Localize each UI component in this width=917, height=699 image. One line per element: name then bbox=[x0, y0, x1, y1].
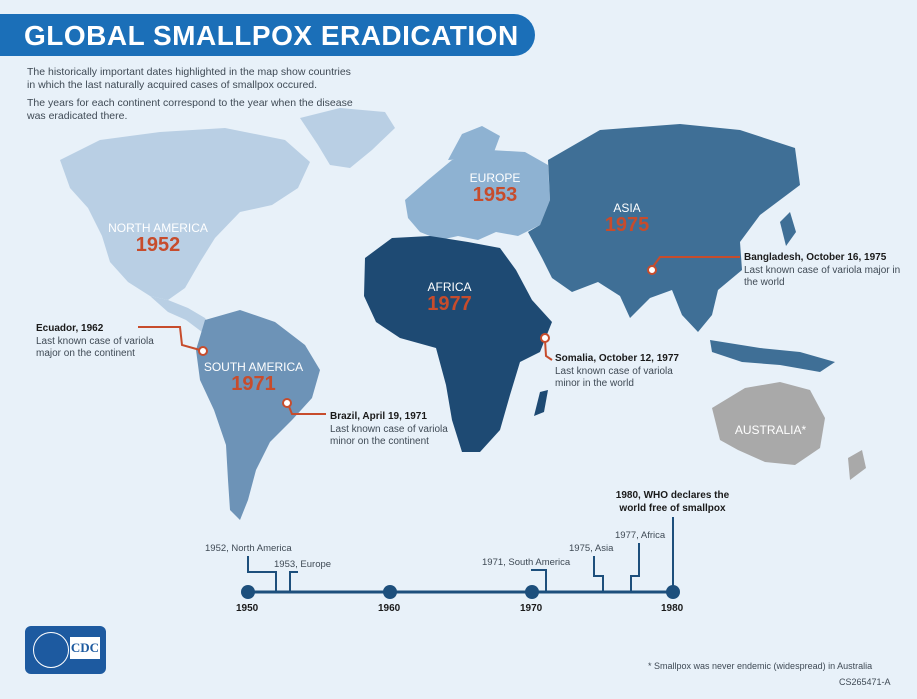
cdc-wordmark: CDC bbox=[70, 637, 100, 659]
timeline-event-label: 1977, Africa bbox=[615, 530, 666, 541]
footnote: * Smallpox was never endemic (widespread… bbox=[648, 661, 873, 671]
region-year: 1953 bbox=[472, 184, 518, 206]
cdc-logo: CDC bbox=[25, 626, 106, 674]
intro-paragraph-1: The historically important dates highlig… bbox=[27, 66, 351, 91]
callout-text: Last known case of variola minor on the … bbox=[330, 423, 448, 448]
region-name: NORTH AMERICA bbox=[108, 221, 208, 235]
timeline-tick-1953 bbox=[289, 571, 298, 592]
ecuador-marker bbox=[198, 346, 208, 356]
region-name: EUROPE bbox=[469, 171, 521, 185]
somalia-callout-line bbox=[544, 339, 553, 361]
ecuador-callout-line bbox=[138, 326, 201, 351]
timeline-tick-1977 bbox=[630, 543, 640, 592]
region-label-north-america: NORTH AMERICA 1952 bbox=[98, 222, 218, 256]
bangladesh-marker bbox=[647, 265, 657, 275]
madagascar-shape bbox=[534, 390, 548, 416]
region-label-europe: EUROPE 1953 bbox=[455, 172, 535, 206]
europe-shape bbox=[405, 150, 550, 240]
brazil-marker bbox=[282, 398, 292, 408]
greenland-shape bbox=[300, 108, 395, 168]
callout-text: Last known case of variola minor in the … bbox=[555, 365, 673, 390]
timeline-dot-1950 bbox=[241, 585, 255, 599]
region-label-asia: ASIA 1975 bbox=[592, 202, 662, 236]
north-america-shape bbox=[60, 128, 310, 300]
timeline-tick-1971 bbox=[531, 569, 547, 592]
timeline-event-label: 1975, Asia bbox=[569, 543, 614, 554]
australia-shape bbox=[712, 382, 825, 465]
region-name: SOUTH AMERICA bbox=[203, 360, 304, 374]
timeline-dot-1970 bbox=[525, 585, 539, 599]
timeline-year-label: 1960 bbox=[378, 603, 401, 614]
region-name: AUSTRALIA* bbox=[734, 423, 807, 437]
timeline-who-label: 1980, WHO declares the world free of sma… bbox=[615, 490, 730, 514]
bangladesh-callout-line bbox=[651, 256, 740, 269]
indonesia-shape bbox=[710, 340, 835, 372]
region-year: 1977 bbox=[427, 293, 472, 315]
africa-shape bbox=[364, 236, 552, 452]
callout-text: Last known case of variola major in the … bbox=[744, 264, 901, 289]
callout-title: Brazil, April 19, 1971 bbox=[330, 411, 427, 422]
timeline-tick-1975 bbox=[593, 556, 604, 592]
callout-title: Ecuador, 1962 bbox=[36, 323, 104, 334]
asia-shape bbox=[528, 124, 800, 332]
scandinavia-shape bbox=[448, 126, 500, 160]
callout-somalia: Somalia, October 12, 1977 Last known cas… bbox=[555, 353, 695, 391]
callout-title: Somalia, October 12, 1977 bbox=[555, 353, 679, 364]
somalia-marker bbox=[540, 333, 550, 343]
callout-bangladesh: Bangladesh, October 16, 1975 Last known … bbox=[744, 252, 902, 290]
region-label-australia: AUSTRALIA* bbox=[728, 424, 813, 437]
intro-paragraph-2: The years for each continent correspond … bbox=[27, 97, 353, 122]
callout-ecuador: Ecuador, 1962 Last known case of variola… bbox=[36, 323, 181, 361]
timeline-event-label: 1953, Europe bbox=[274, 559, 332, 570]
timeline-tick-1952 bbox=[247, 556, 277, 592]
new-zealand-shape bbox=[848, 450, 866, 480]
region-year: 1975 bbox=[604, 214, 650, 236]
timeline-year-label: 1970 bbox=[520, 603, 543, 614]
region-name: ASIA bbox=[613, 201, 641, 215]
central-america-shape bbox=[150, 296, 212, 332]
south-america-shape bbox=[196, 310, 320, 520]
timeline-event-label: 1952, North America bbox=[205, 543, 292, 554]
region-year: 1952 bbox=[135, 234, 181, 256]
region-name: AFRICA bbox=[427, 280, 472, 294]
region-label-africa: AFRICA 1977 bbox=[412, 281, 487, 315]
timeline-event-label: 1971, South America bbox=[482, 557, 571, 568]
page-title: GLOBAL SMALLPOX ERADICATION bbox=[24, 20, 519, 51]
japan-shape bbox=[780, 212, 796, 246]
callout-text: Last known case of variola major on the … bbox=[36, 335, 154, 360]
document-code: CS265471-A bbox=[839, 677, 891, 687]
title-bar bbox=[0, 14, 535, 56]
timeline-dot-1960 bbox=[383, 585, 397, 599]
timeline-year-label: 1950 bbox=[236, 603, 259, 614]
hhs-seal-icon bbox=[33, 632, 69, 668]
timeline-year-label: 1980 bbox=[661, 603, 684, 614]
callout-brazil: Brazil, April 19, 1971 Last known case o… bbox=[330, 411, 455, 449]
region-year: 1971 bbox=[231, 373, 276, 395]
callout-title: Bangladesh, October 16, 1975 bbox=[744, 252, 887, 263]
region-label-south-america: SOUTH AMERICA 1971 bbox=[196, 361, 311, 395]
